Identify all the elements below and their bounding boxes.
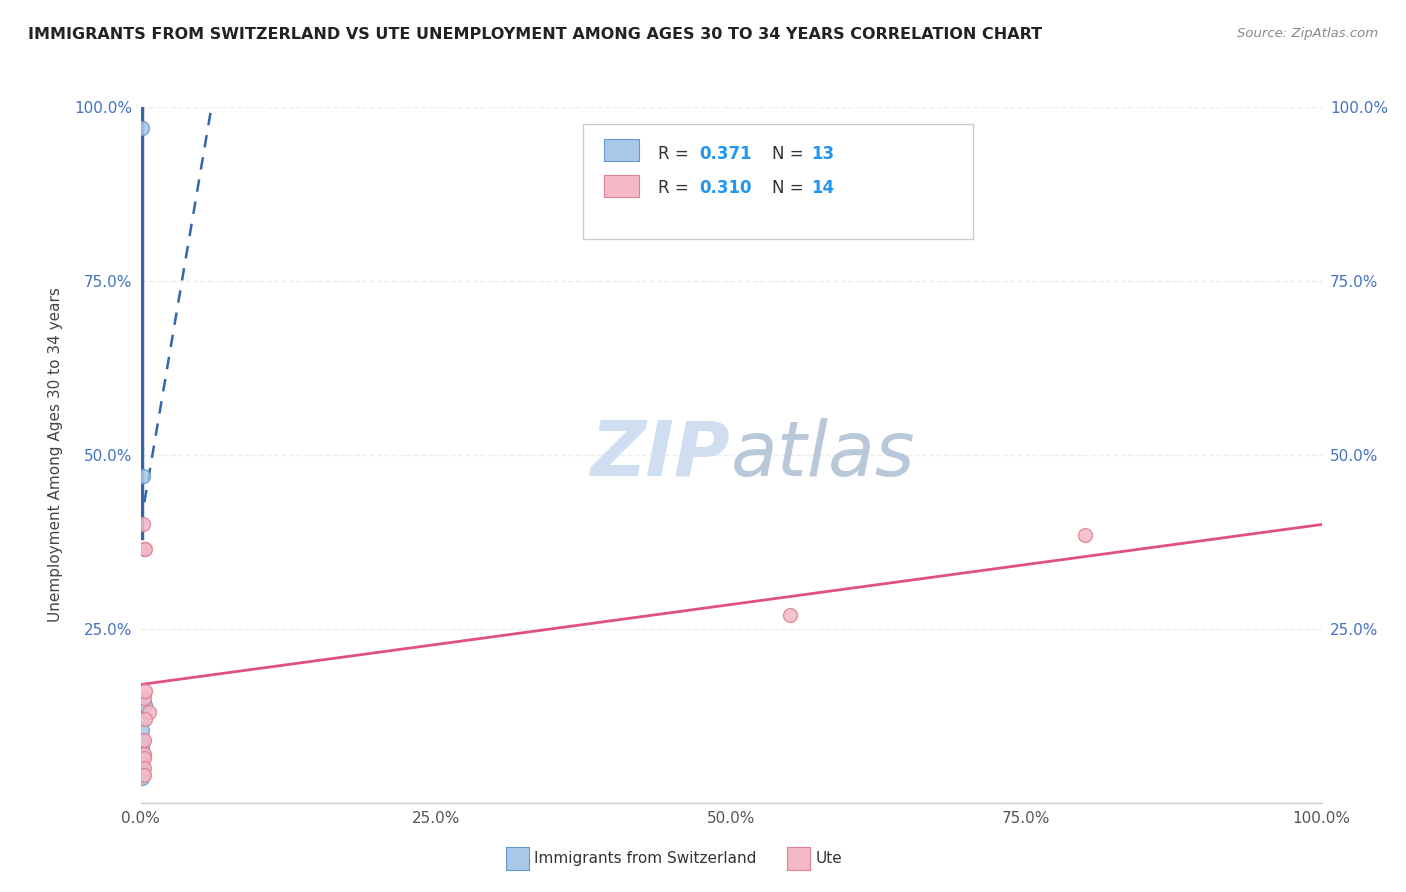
Point: [134, 698, 156, 713]
Point: [779, 607, 801, 622]
Point: [131, 120, 153, 135]
Text: Source: ZipAtlas.com: Source: ZipAtlas.com: [1237, 27, 1378, 40]
Point: [131, 757, 153, 772]
Point: [134, 541, 156, 556]
Point: [138, 706, 160, 720]
Text: R =: R =: [658, 145, 695, 163]
Point: [131, 733, 153, 747]
Point: [134, 684, 156, 698]
FancyBboxPatch shape: [603, 139, 638, 161]
Point: [134, 747, 156, 761]
Point: [134, 733, 156, 747]
Point: [131, 698, 153, 713]
Point: [131, 712, 153, 726]
Point: [134, 691, 156, 706]
Point: [132, 468, 155, 483]
FancyBboxPatch shape: [583, 124, 973, 239]
Point: [134, 761, 156, 775]
Text: IMMIGRANTS FROM SWITZERLAND VS UTE UNEMPLOYMENT AMONG AGES 30 TO 34 YEARS CORREL: IMMIGRANTS FROM SWITZERLAND VS UTE UNEMP…: [28, 27, 1042, 42]
Point: [131, 723, 153, 737]
Text: 0.371: 0.371: [699, 145, 752, 163]
Text: Immigrants from Switzerland: Immigrants from Switzerland: [534, 852, 756, 866]
Point: [132, 747, 155, 761]
FancyBboxPatch shape: [603, 175, 638, 197]
Text: 13: 13: [811, 145, 835, 163]
Point: [131, 772, 153, 786]
Point: [1074, 528, 1097, 542]
Text: 0.310: 0.310: [699, 178, 752, 197]
Text: atlas: atlas: [731, 418, 915, 491]
Point: [131, 754, 153, 768]
Point: [131, 740, 153, 755]
Point: [132, 517, 155, 532]
Text: R =: R =: [658, 178, 695, 197]
Text: N =: N =: [772, 145, 810, 163]
Text: Ute: Ute: [815, 852, 842, 866]
Point: [134, 541, 156, 556]
Point: [131, 768, 153, 782]
Point: [134, 750, 156, 764]
Y-axis label: Unemployment Among Ages 30 to 34 years: Unemployment Among Ages 30 to 34 years: [48, 287, 63, 623]
Text: 14: 14: [811, 178, 835, 197]
Point: [134, 768, 156, 782]
Text: ZIP: ZIP: [592, 418, 731, 491]
Text: N =: N =: [772, 178, 810, 197]
Point: [134, 712, 156, 726]
